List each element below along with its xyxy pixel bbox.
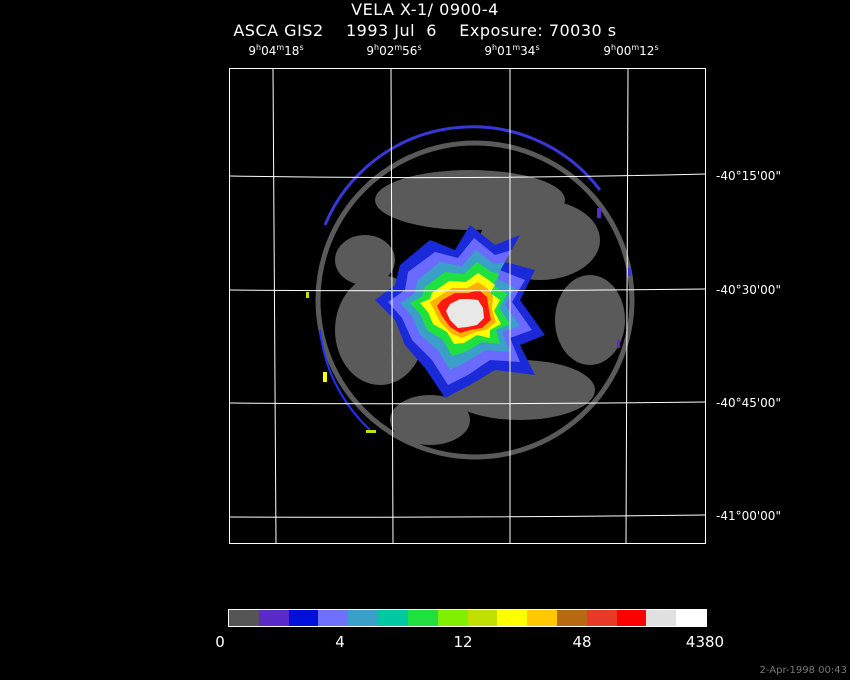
plot-title: VELA X-1/ 0900-4 (351, 0, 499, 19)
colorbar-segment (229, 610, 259, 626)
colorbar-segment (527, 610, 557, 626)
dec-tick-label: -41°00'00" (716, 509, 781, 523)
colorbar-segment (407, 610, 438, 626)
ra-tick-label: 9h04m18s (248, 43, 304, 58)
coordinate-grid (229, 68, 706, 544)
edge-pixels (306, 208, 631, 433)
colorbar-label: 12 (453, 633, 473, 651)
ra-tick-label: 9h01m34s (484, 43, 540, 58)
colorbar-segment (318, 610, 349, 626)
ra-tick-label: 9h02m56s (366, 43, 422, 58)
colorbar-segment (437, 610, 468, 626)
dec-tick-label: -40°30'00" (716, 283, 781, 297)
source-emission (375, 225, 545, 398)
ra-tick-label: 9h00m12s (603, 43, 659, 58)
colorbar-label: 4380 (685, 633, 725, 651)
colorbar-segment (497, 610, 528, 626)
colorbar-segment (348, 610, 379, 626)
colorbar-segment (616, 610, 647, 626)
dec-tick-label: -40°45'00" (716, 396, 781, 410)
colorbar-segment (467, 610, 498, 626)
color-scale-bar (228, 609, 707, 627)
colorbar-label: 48 (572, 633, 592, 651)
colorbar-segment (288, 610, 319, 626)
colorbar-segment (378, 610, 408, 626)
contour-white (446, 299, 484, 328)
colorbar-segment (586, 610, 617, 626)
dec-tick-label: -40°15'00" (716, 169, 781, 183)
colorbar-segment (556, 610, 587, 626)
colorbar-label: 4 (335, 633, 345, 651)
colorbar-label: 0 (215, 633, 225, 651)
colorbar-segment (646, 610, 677, 626)
timestamp: 2-Apr-1998 00:43 (759, 665, 847, 676)
colorbar-segment (676, 610, 706, 626)
colorbar-segment (258, 610, 289, 626)
observation-info: ASCA GIS2 1993 Jul 6 Exposure: 70030 s (233, 21, 617, 40)
